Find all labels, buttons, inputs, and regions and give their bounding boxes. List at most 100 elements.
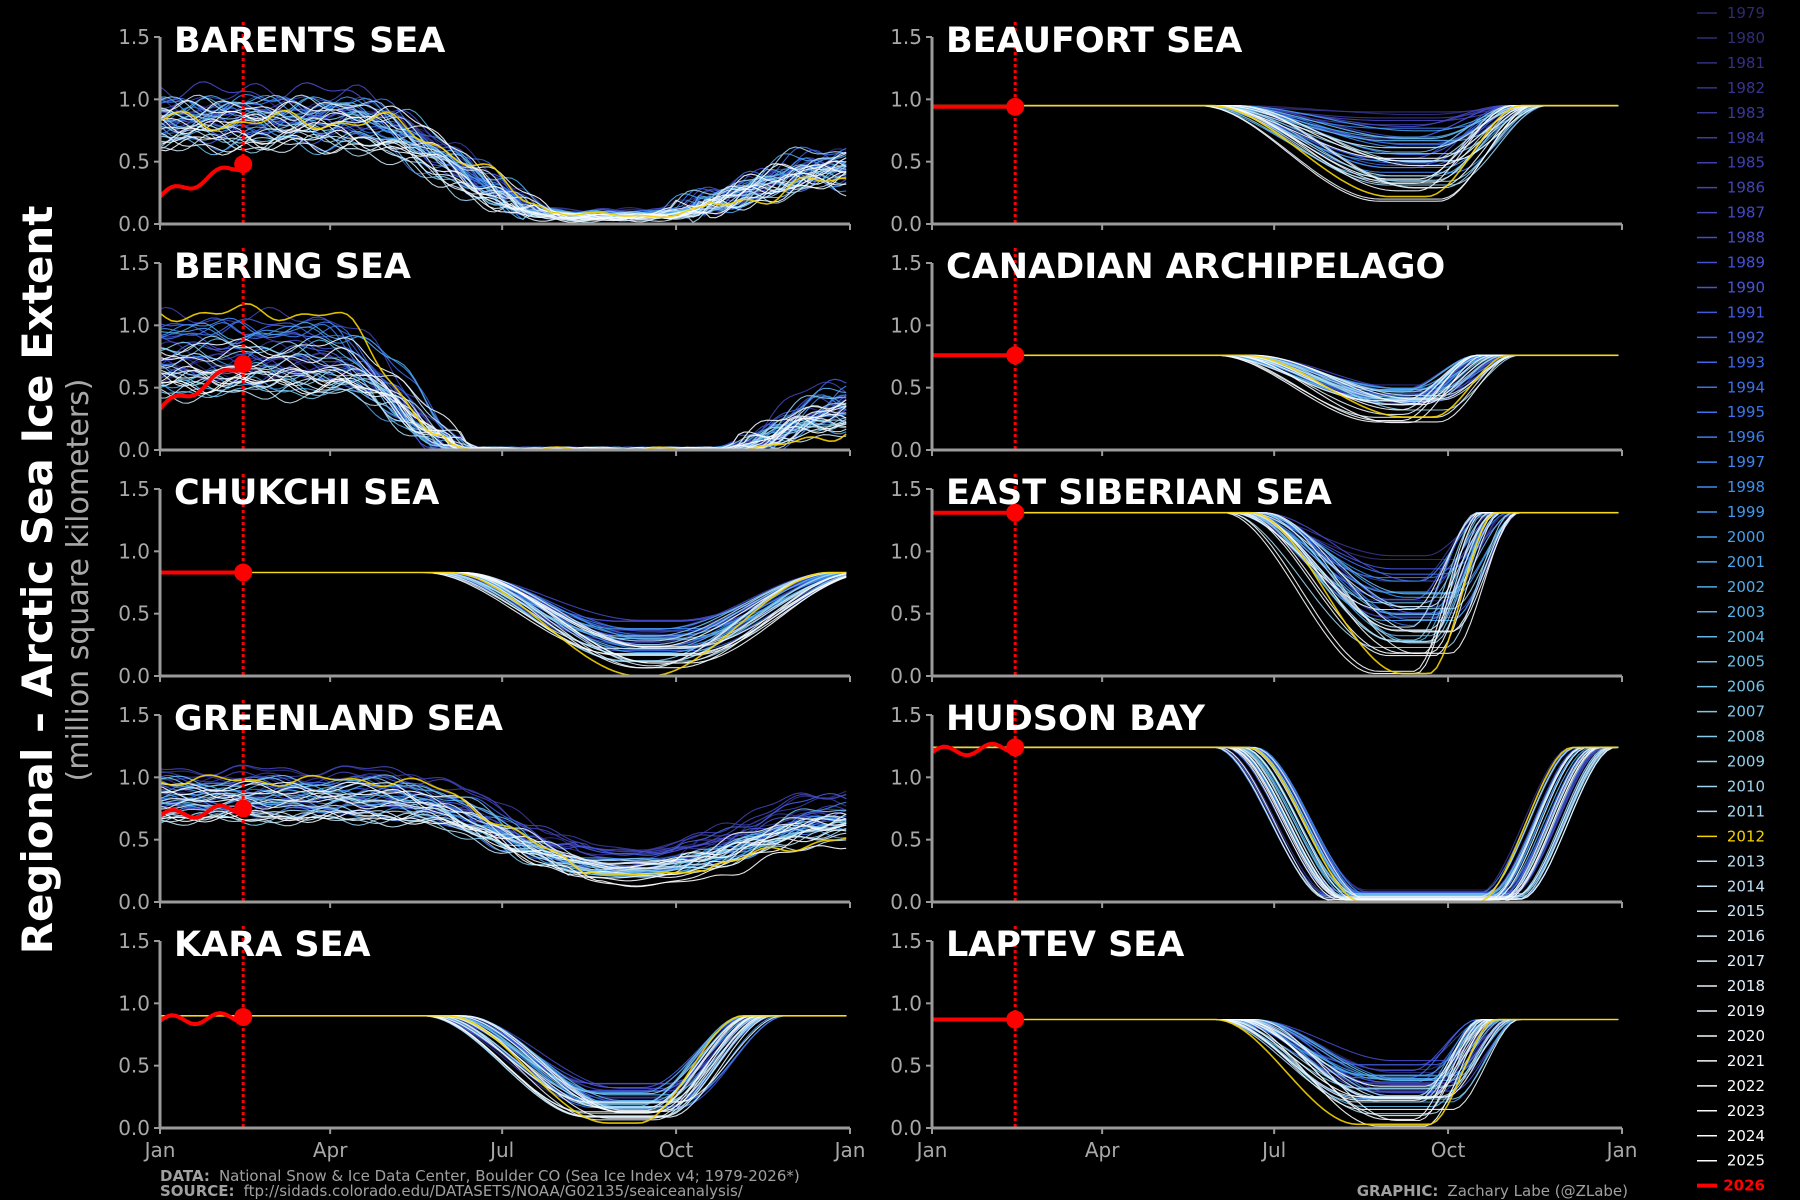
y-tick-label: 1.0	[118, 765, 150, 789]
series-line	[159, 129, 847, 222]
footer-data-line: DATA: National Snow & Ice Data Center, B…	[160, 1166, 800, 1185]
legend-label: 2005	[1727, 653, 1765, 671]
y-tick-label: 0.0	[118, 212, 150, 236]
y-tick-label: 1.5	[118, 703, 150, 727]
legend-item: 2024	[1697, 1127, 1765, 1145]
series-line	[159, 134, 847, 220]
x-tick-label: Jan	[1605, 1138, 1638, 1162]
series-line	[159, 810, 847, 865]
legend-item: 1993	[1697, 353, 1765, 371]
legend-label: 1979	[1727, 4, 1765, 22]
current-value-dot	[234, 563, 253, 582]
legend-label: 1996	[1727, 428, 1765, 446]
legend-item: 2006	[1697, 678, 1765, 696]
series-line	[159, 99, 847, 219]
y-axis-label-group: Regional – Arctic Sea Ice Extent (millio…	[13, 206, 96, 955]
legend-label: 2011	[1727, 802, 1765, 820]
legend-item: 1983	[1697, 104, 1765, 122]
legend-label: 2002	[1727, 578, 1765, 596]
current-value-dot	[1006, 1010, 1025, 1029]
legend-label: 1983	[1727, 104, 1765, 122]
current-value-dot	[234, 155, 253, 174]
y-tick-label: 0.5	[890, 376, 922, 400]
panel: 0.0 0.5 1.0 1.5 BARENTS SEA	[118, 21, 851, 236]
legend-label: 1999	[1727, 503, 1765, 521]
legend-item: 2013	[1697, 852, 1765, 870]
y-tick-label: 1.5	[118, 929, 150, 953]
current-year-line	[158, 803, 246, 820]
y-tick-label: 1.5	[890, 25, 922, 49]
series-line	[159, 814, 847, 871]
legend-item: 1997	[1697, 453, 1765, 471]
legend-label: 1986	[1727, 179, 1765, 197]
legend-item: 2017	[1697, 952, 1765, 970]
legend-label: 2014	[1727, 877, 1765, 895]
legend-item: 2012	[1697, 827, 1765, 845]
legend-label: 2010	[1727, 777, 1765, 795]
panel: 0.0 0.5 1.0 1.5 BEAUFORT SEA	[890, 21, 1623, 236]
y-tick-label: 0.0	[890, 890, 922, 914]
y-tick-label: 0.5	[890, 1054, 922, 1078]
series-line	[159, 110, 847, 220]
y-tick-label: 1.0	[890, 991, 922, 1015]
legend-label: 1993	[1727, 353, 1765, 371]
y-tick-label: 1.0	[890, 87, 922, 111]
legend-label: 2017	[1727, 952, 1765, 970]
y-tick-label: 1.0	[118, 539, 150, 563]
legend-item: 1988	[1697, 229, 1765, 247]
y-tick-label: 1.0	[118, 313, 150, 337]
y-tick-label: 1.5	[890, 477, 922, 501]
panel-title: EAST SIBERIAN SEA	[946, 473, 1332, 513]
x-tick-label: Oct	[1431, 1138, 1466, 1162]
footer-data-text: National Snow & Ice Data Center, Boulder…	[219, 1167, 800, 1185]
legend-label: 2022	[1727, 1077, 1765, 1095]
legend-item: 1985	[1697, 154, 1765, 172]
y-tick-label: 0.0	[118, 890, 150, 914]
legend-item: 1984	[1697, 129, 1765, 147]
panel: 0.0 0.5 1.0 1.5 BERING SEA	[118, 247, 851, 462]
legend: 1979 1980 1981 1982 1983 1984 1985 1986 1987 1988…	[1697, 4, 1765, 1195]
legend-item: 2014	[1697, 877, 1765, 895]
legend-item: 1989	[1697, 254, 1765, 272]
legend-label: 1981	[1727, 54, 1765, 72]
legend-label: 2021	[1727, 1052, 1765, 1070]
legend-label: 2013	[1727, 852, 1765, 870]
y-tick-label: 0.5	[890, 602, 922, 626]
current-value-dot	[1006, 503, 1025, 522]
y-tick-label: 0.0	[890, 212, 922, 236]
legend-label: 2015	[1727, 902, 1765, 920]
series-group	[932, 1018, 1619, 1127]
legend-label: 1987	[1727, 204, 1765, 222]
legend-label: 2023	[1727, 1102, 1765, 1120]
legend-label: 1989	[1727, 254, 1765, 272]
legend-item: 2005	[1697, 653, 1765, 671]
y-tick-label: 1.5	[118, 25, 150, 49]
y-tick-label: 0.5	[890, 150, 922, 174]
panel-title: HUDSON BAY	[946, 699, 1206, 739]
panel: 0.0 0.5 1.0 1.5 CHUKCHI SEA	[118, 473, 851, 688]
x-tick-label: Jul	[1260, 1138, 1286, 1162]
series-line	[932, 104, 1619, 198]
y-tick-label: 0.0	[118, 438, 150, 462]
legend-item: 2001	[1697, 553, 1765, 571]
current-year-line	[930, 741, 1018, 758]
current-value-dot	[234, 799, 253, 818]
series-line	[159, 124, 847, 223]
series-line	[159, 94, 847, 219]
y-tick-label: 1.0	[890, 313, 922, 337]
panel: 0.0 0.5 1.0 1.5 GREENLAND SEA	[118, 699, 851, 914]
x-tick-label: Oct	[659, 1138, 694, 1162]
current-value-dot	[1006, 738, 1025, 757]
series-line	[932, 511, 1619, 675]
legend-item: 1981	[1697, 54, 1765, 72]
legend-label: 2024	[1727, 1127, 1765, 1145]
legend-label: 1982	[1727, 79, 1765, 97]
y-tick-label: 0.0	[890, 664, 922, 688]
panel-title: CANADIAN ARCHIPELAGO	[946, 247, 1445, 287]
legend-item: 2022	[1697, 1077, 1765, 1095]
panels-layer: 0.0 0.5 1.0 1.5 BARENTS SEA 0.0 0.5 1.0 1.5 BEAUF…	[118, 21, 1637, 1162]
series-group	[160, 1015, 847, 1124]
y-tick-label: 1.5	[118, 477, 150, 501]
series-line	[932, 1018, 1619, 1126]
